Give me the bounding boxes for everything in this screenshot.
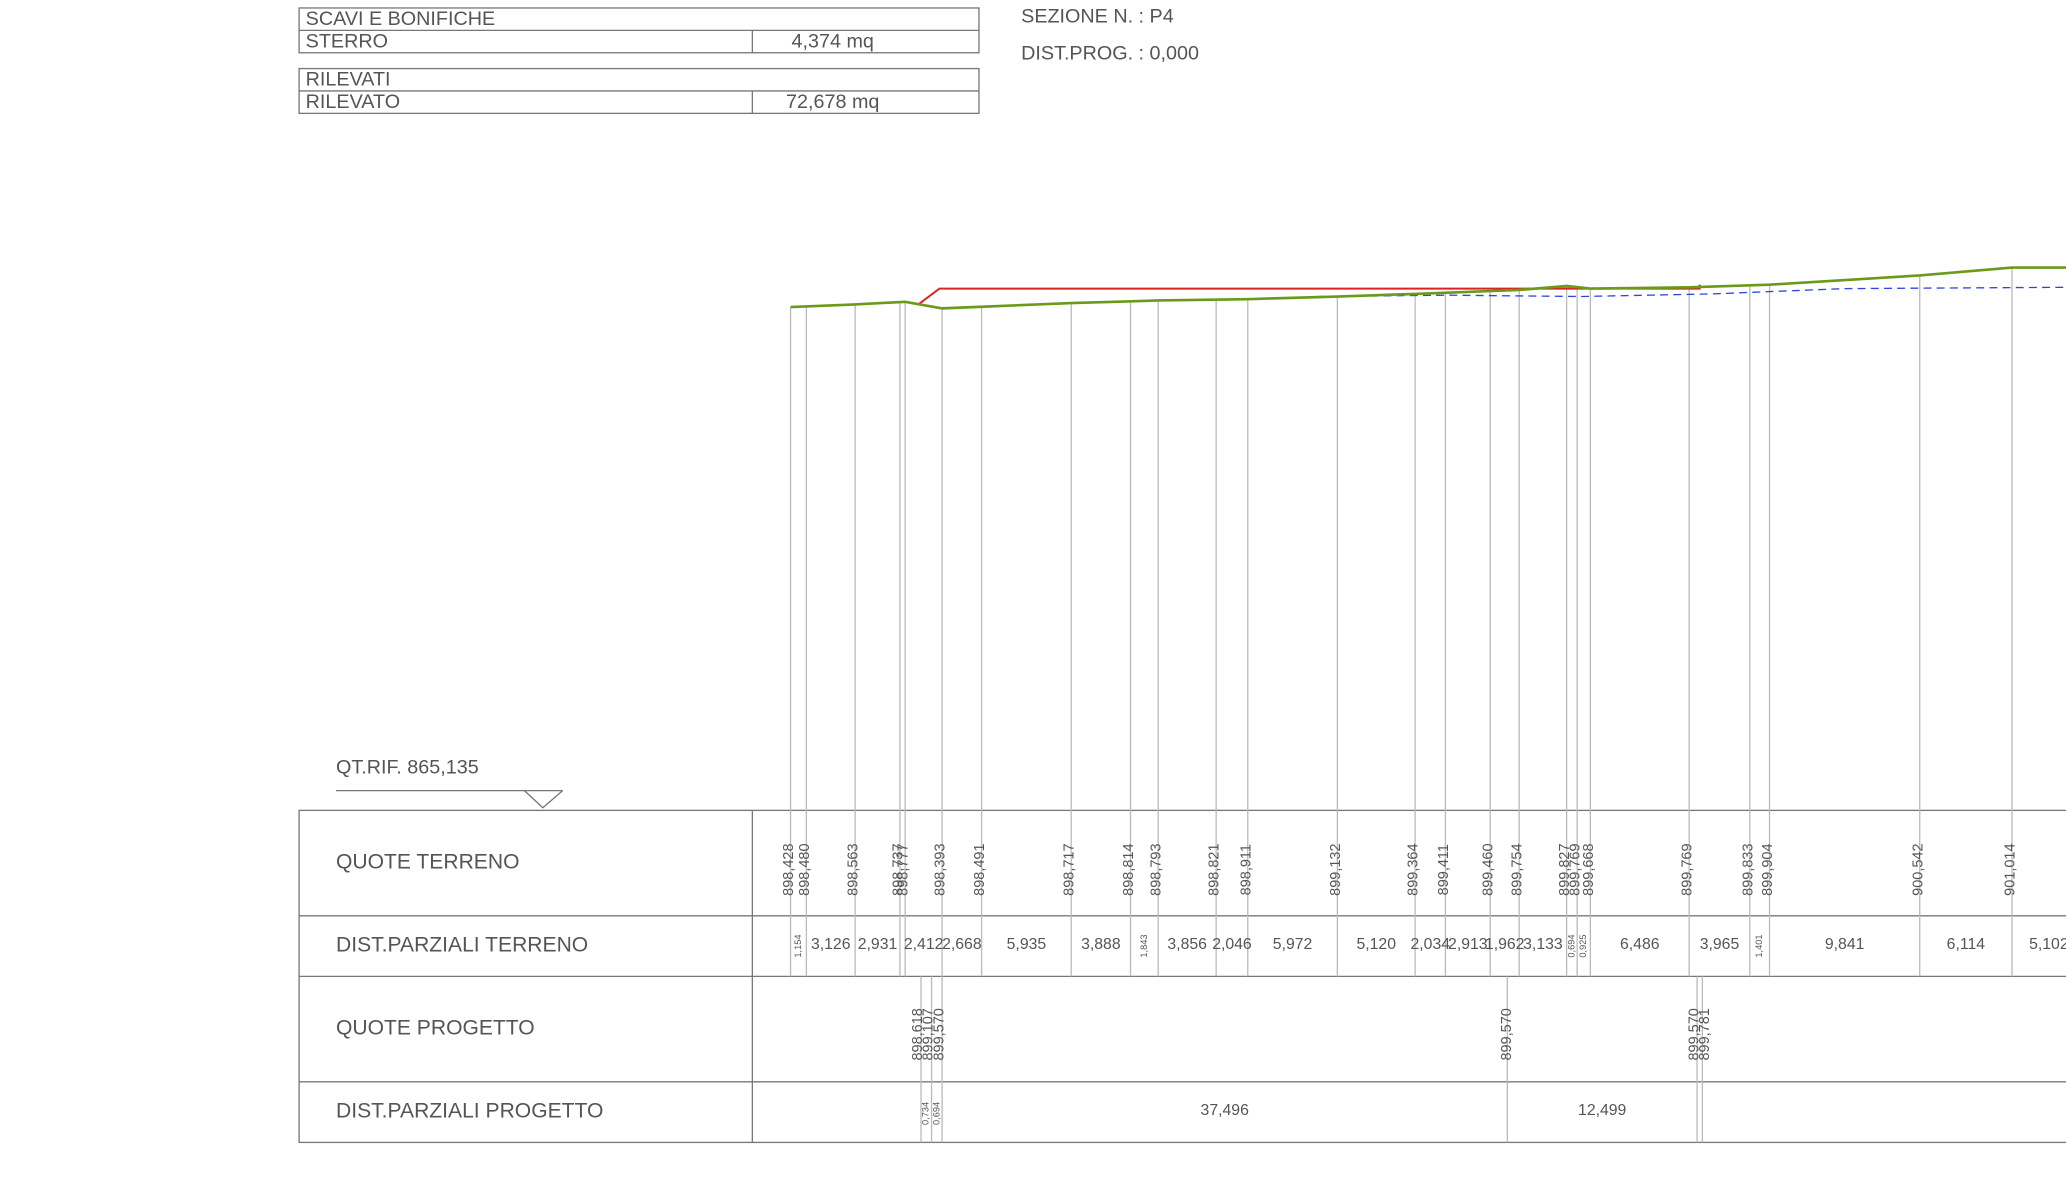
table-cell: RILEVATO	[306, 91, 400, 113]
terrain-quote: 899,769	[1568, 843, 1584, 895]
project-distance: 37,496	[1201, 1102, 1250, 1119]
project-quote: 898,618	[910, 1008, 926, 1060]
terrain-distance: 2,412	[904, 936, 944, 953]
terrain-quote: 901,014	[2002, 843, 2018, 895]
row-label: DIST.PARZIALI PROGETTO	[336, 1100, 603, 1123]
terrain-quote: 898,777	[896, 843, 912, 895]
reference-level: QT.RIF. 865,135	[336, 756, 479, 778]
terrain-distance: 5,102	[2029, 936, 2066, 953]
project-quote: 899,570	[1499, 1008, 1515, 1060]
terrain-quote: 898,793	[1149, 843, 1165, 895]
terrain-distance: 9,841	[1825, 936, 1865, 953]
terrain-distance: 1,154	[793, 935, 803, 958]
terrain-distance: 1,843	[1139, 935, 1149, 958]
terrain-distance: 0,694	[1566, 935, 1576, 958]
terrain-quote: 899,460	[1481, 843, 1497, 895]
terrain-distance: 3,888	[1081, 936, 1121, 953]
project-distance: 0,694	[931, 1102, 941, 1125]
terrain-quote: 898,491	[972, 843, 988, 895]
terrain-distance: 5,935	[1007, 936, 1047, 953]
table-cell: STERRO	[306, 30, 388, 52]
row-label: QUOTE TERRENO	[336, 851, 519, 874]
section-number: SEZIONE N. : P4	[1021, 5, 1174, 27]
reference-triangle	[523, 790, 564, 809]
project-distance: 0,734	[921, 1102, 931, 1125]
terrain-quote: 899,754	[1510, 843, 1526, 895]
terrain-distance: 3,126	[811, 936, 851, 953]
terrain-quote: 898,563	[846, 843, 862, 895]
project-quote: 899,781	[1697, 1008, 1713, 1060]
terrain-distance: 3,133	[1523, 936, 1563, 953]
guitar: QUOTE TERRENO DIST.PARZIALI TERRENO QUOT…	[298, 809, 2066, 1144]
existing-line	[1317, 286, 2066, 298]
project-quote: 899,107	[921, 1008, 937, 1060]
table-title: SCAVI E BONIFICHE	[306, 8, 496, 30]
project-quote: 899,570	[931, 1008, 947, 1060]
terrain-quote: 899,769	[1680, 843, 1696, 895]
terrain-quote: 898,717	[1062, 843, 1078, 895]
terrain-distance: 3,965	[1700, 936, 1740, 953]
row-label: DIST.PARZIALI TERRENO	[336, 934, 588, 957]
table-title: RILEVATI	[306, 69, 391, 91]
terrain-distance: 6,486	[1620, 936, 1660, 953]
terrain-quote: 898,814	[1121, 843, 1137, 895]
project-distance: 12,499	[1578, 1102, 1627, 1119]
terrain-distance: 1,962	[1485, 936, 1525, 953]
terrain-distance: 5,972	[1273, 936, 1313, 953]
terrain-quote: 899,411	[1436, 844, 1452, 895]
terrain-distance: 2,034	[1410, 936, 1450, 953]
section-progressive: DIST.PROG. : 0,000	[1021, 42, 1199, 64]
terrain-distance: 0,925	[1578, 935, 1588, 958]
terrain-quote: 898,480	[797, 843, 813, 895]
terrain-quote: 899,827	[1557, 843, 1573, 895]
row-label: QUOTE PROGETTO	[336, 1017, 535, 1040]
terrain-quote: 899,668	[1581, 843, 1597, 895]
terrain-distance: 6,114	[1947, 936, 1986, 953]
terrain-quote: 899,904	[1760, 843, 1776, 895]
terrain-distance: 3,856	[1167, 936, 1207, 953]
terrain-quote: 899,364	[1406, 843, 1422, 895]
terrain-distance: 2,668	[942, 936, 982, 953]
table-cell: 72,678 mq	[786, 91, 879, 113]
terrain-quote: 898,393	[933, 843, 949, 895]
terrain-distance: 5,120	[1356, 936, 1396, 953]
terrain-quote: 899,132	[1328, 843, 1344, 895]
terrain-quote: 898,911	[1238, 844, 1254, 895]
terrain-quote: 899,833	[1740, 843, 1756, 895]
terrain-distance: 1,401	[1754, 935, 1764, 958]
terrain-line	[790, 266, 2066, 310]
terrain-quote: 898,821	[1207, 843, 1223, 895]
table-cell: 4,374 mq	[792, 30, 874, 52]
terrain-distance: 2,913	[1448, 936, 1488, 953]
terrain-distance: 2,046	[1212, 936, 1252, 953]
terrain-quote: 898,737	[890, 843, 906, 895]
summary-tables: SCAVI E BONIFICHE STERRO 4,374 mq RILEVA…	[298, 7, 980, 115]
project-quote: 899,570	[1686, 1008, 1702, 1060]
terrain-quote: 898,428	[781, 843, 797, 895]
profile	[790, 266, 2066, 310]
terrain-quote: 900,542	[1910, 843, 1926, 895]
terrain-distance: 2,931	[858, 936, 898, 953]
